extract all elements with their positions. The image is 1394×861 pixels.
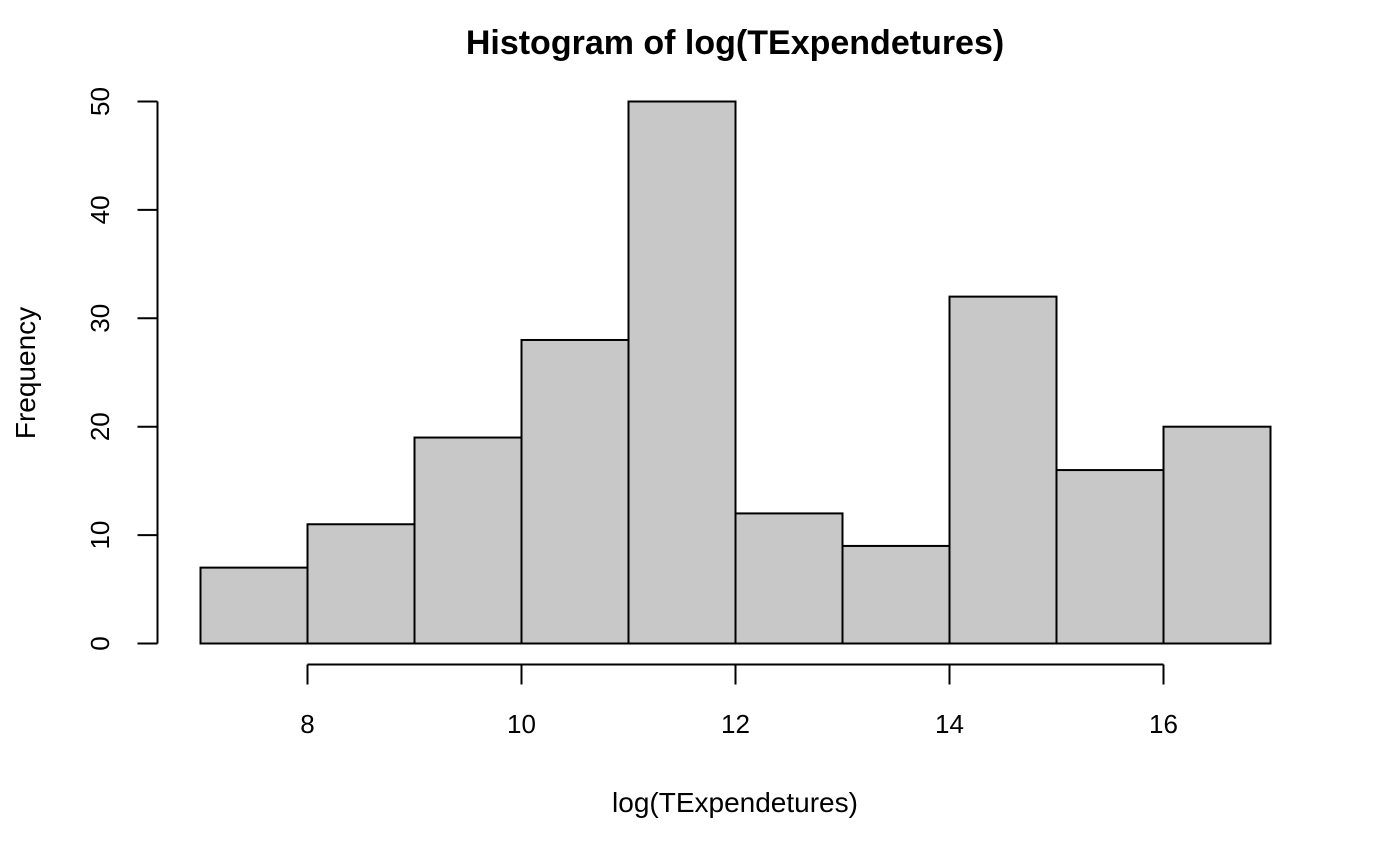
histogram-bar-6 [734, 512, 844, 645]
histogram-bar-2 [306, 523, 416, 645]
y-tick-label-20: 20 [85, 412, 115, 441]
x-tick-label-8: 8 [300, 709, 314, 739]
chart-title: Histogram of log(TExpendetures) [466, 24, 1004, 62]
histogram-bar-8 [948, 295, 1058, 645]
y-axis: 0 10 20 30 40 50 [85, 87, 159, 651]
histogram-bar-3 [413, 436, 523, 645]
histogram-bar-1 [199, 566, 309, 645]
y-axis-title: Frequency [10, 307, 41, 439]
x-axis-title: log(TExpendetures) [612, 787, 858, 818]
x-tick-label-10: 10 [507, 709, 536, 739]
histogram-bar-7 [841, 544, 951, 645]
y-tick-label-50: 50 [85, 87, 115, 116]
y-tick-label-10: 10 [85, 521, 115, 550]
x-tick-label-16: 16 [1149, 709, 1178, 739]
histogram-bar-5 [627, 100, 737, 645]
x-axis: 8 10 12 14 16 [300, 663, 1178, 739]
y-tick-label-0: 0 [85, 636, 115, 650]
y-tick-label-30: 30 [85, 304, 115, 333]
x-tick-label-14: 14 [935, 709, 964, 739]
histogram-bar-4 [520, 338, 630, 645]
bars-group [199, 100, 1272, 645]
y-tick-label-40: 40 [85, 195, 115, 224]
histogram-bar-10 [1162, 425, 1272, 645]
histogram-bar-9 [1055, 469, 1165, 645]
x-tick-label-12: 12 [721, 709, 750, 739]
